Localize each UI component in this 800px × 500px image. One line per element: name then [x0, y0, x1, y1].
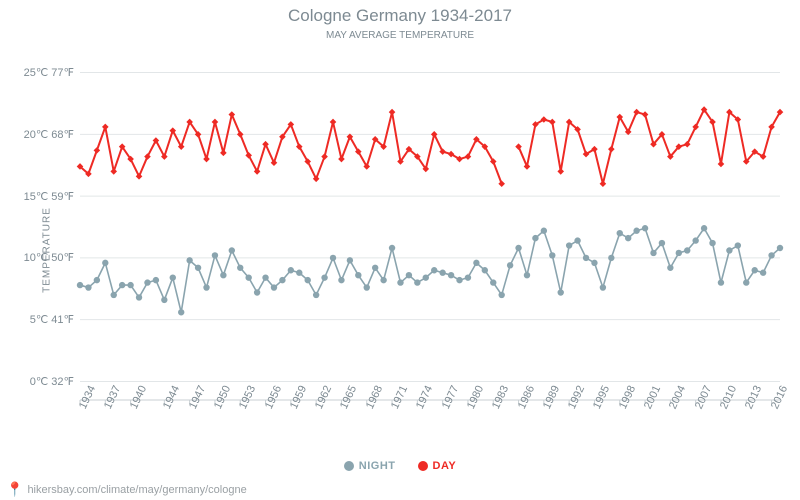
- y-tick-label: 25℃ 77℉: [24, 66, 74, 79]
- chart-title: Cologne Germany 1934-2017: [0, 6, 800, 26]
- legend-label: DAY: [433, 460, 457, 472]
- legend-label: NIGHT: [359, 460, 396, 472]
- map-pin-icon: 📍: [6, 481, 23, 498]
- attribution-text: hikersbay.com/climate/may/germany/cologn…: [27, 484, 246, 496]
- y-tick-label: 0℃ 32℉: [30, 375, 74, 388]
- legend: NIGHT DAY: [0, 460, 800, 472]
- attribution: 📍 hikersbay.com/climate/may/germany/colo…: [6, 481, 247, 498]
- chart-container: Cologne Germany 1934-2017 MAY AVERAGE TE…: [0, 0, 800, 500]
- legend-item-night: NIGHT: [344, 460, 396, 472]
- y-axis-label: TEMPERATURE: [41, 207, 52, 293]
- legend-dot-icon: [344, 461, 354, 471]
- legend-dot-icon: [418, 461, 428, 471]
- plot-area: [80, 54, 780, 400]
- y-tick-label: 10℃ 50℉: [24, 251, 74, 264]
- legend-item-day: DAY: [418, 460, 457, 472]
- chart-subtitle: MAY AVERAGE TEMPERATURE: [0, 30, 800, 41]
- y-tick-label: 15℃ 59℉: [24, 190, 74, 203]
- y-tick-label: 20℃ 68℉: [24, 128, 74, 141]
- plot-svg: [80, 54, 780, 400]
- y-tick-label: 5℃ 41℉: [30, 313, 74, 326]
